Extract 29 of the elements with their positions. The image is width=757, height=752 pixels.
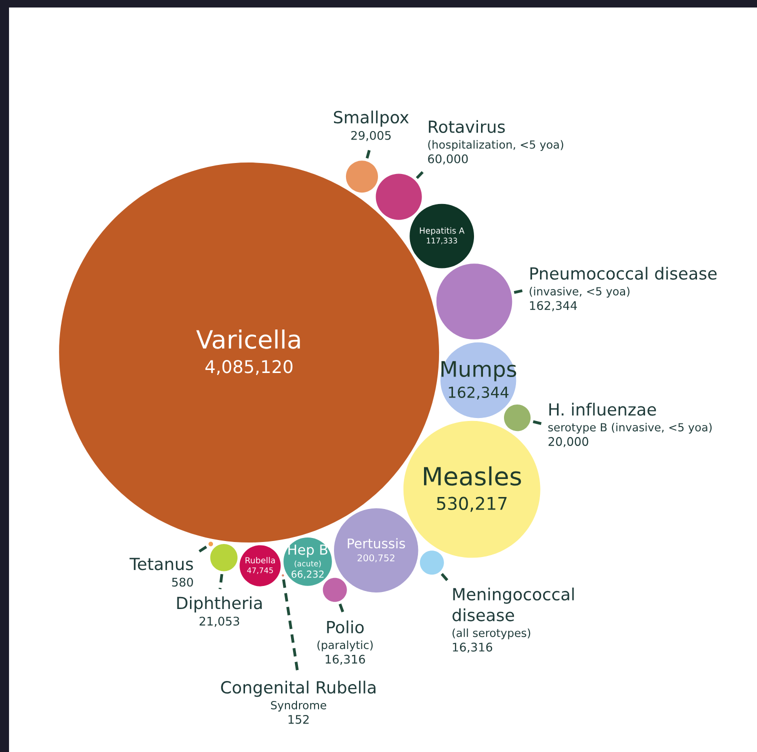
data-label: 4,085,120 bbox=[205, 360, 292, 376]
data-label: 580 bbox=[172, 578, 193, 587]
data-label: 66,232 bbox=[292, 570, 324, 579]
data-label: 16,316 bbox=[452, 642, 492, 653]
category-label: Congenital Rubella Syndrome bbox=[221, 680, 376, 712]
category-label: H. influenzae serotype B (invasive, <5 yoa) bbox=[548, 402, 712, 434]
data-label: 60,000 bbox=[428, 154, 468, 164]
category-label: Hepatitis A bbox=[420, 227, 464, 236]
category-label: Varicella bbox=[196, 329, 300, 349]
data-label: 162,344 bbox=[448, 386, 509, 400]
category-label: Pertussis bbox=[348, 538, 406, 548]
category-label: Measles bbox=[424, 466, 521, 486]
data-label: 21,053 bbox=[200, 616, 240, 627]
category-label: Pneumococcal disease (invasive, <5 yoa) bbox=[530, 266, 717, 298]
category-label: Rubella bbox=[246, 556, 275, 564]
data-label: 152 bbox=[288, 714, 309, 724]
category-label: Rotavirus (hospitalization, <5 yoa) bbox=[428, 120, 564, 151]
category-label: Meningococcal disease (all serotypes) bbox=[452, 588, 574, 640]
category-label: Diphtheria bbox=[177, 596, 262, 612]
category-label: Mumps bbox=[441, 361, 516, 382]
data-label: 162,344 bbox=[530, 301, 577, 312]
data-label: 200,752 bbox=[358, 554, 394, 562]
category-label: Polio (paralytic) bbox=[317, 620, 373, 652]
category-label: Tetanus bbox=[130, 558, 193, 570]
data-label: 16,316 bbox=[326, 654, 365, 665]
data-label: 20,000 bbox=[548, 437, 588, 448]
data-label: 530,217 bbox=[437, 496, 507, 512]
data-label: 29,005 bbox=[351, 130, 391, 142]
category-label: Smallpox bbox=[334, 110, 409, 127]
